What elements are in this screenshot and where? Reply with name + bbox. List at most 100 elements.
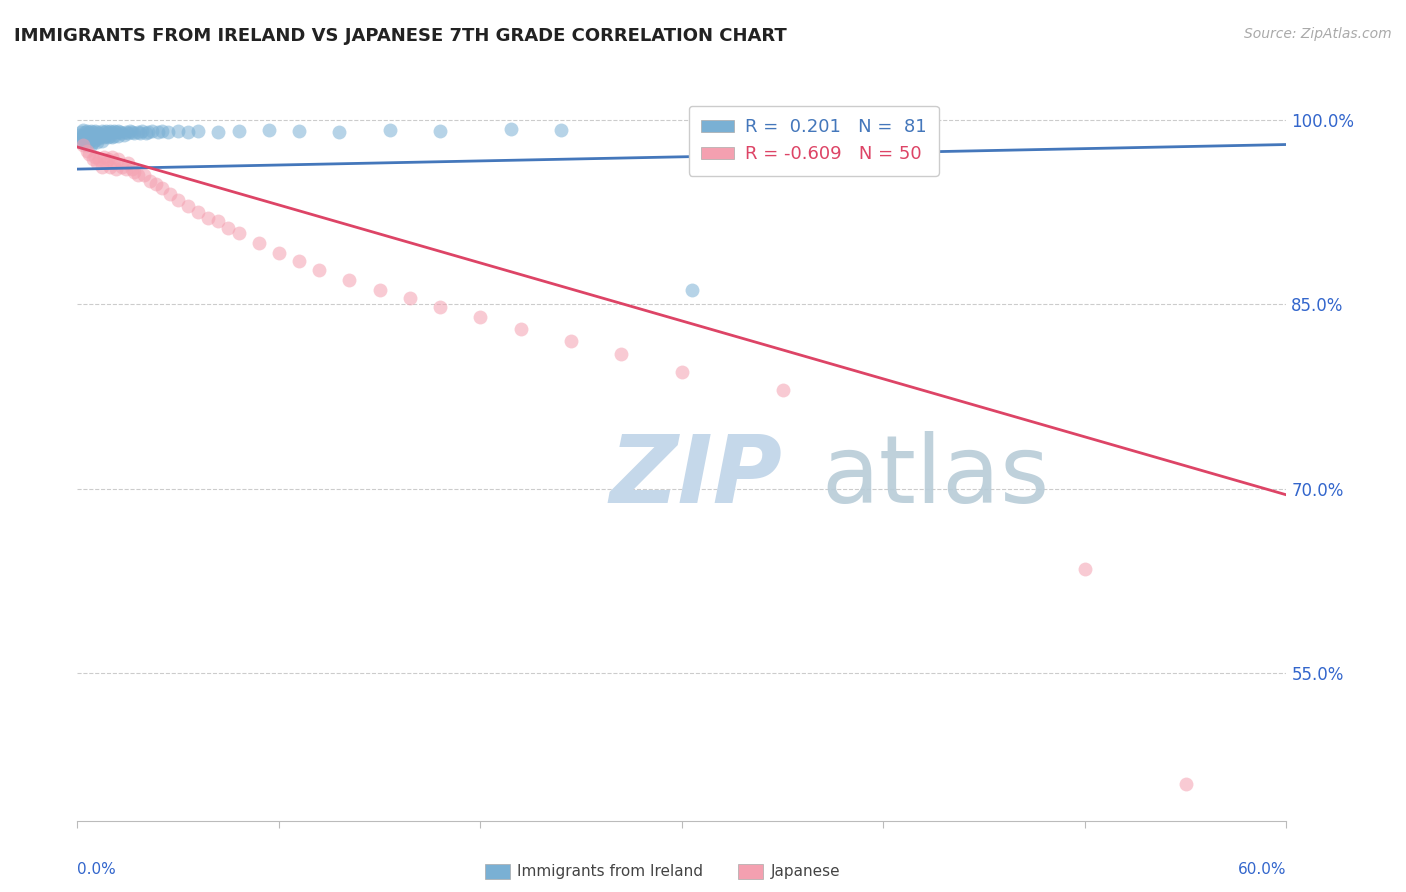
Point: [82, 125, 104, 139]
Point: [560, 334, 582, 349]
Point: [75, 130, 97, 145]
Point: [82, 135, 104, 149]
Point: [1074, 561, 1097, 575]
Point: [107, 153, 129, 167]
Point: [90, 124, 112, 138]
Point: [167, 193, 190, 207]
Point: [70, 131, 93, 145]
Point: [94, 156, 117, 170]
Point: [96, 130, 118, 145]
Point: [79, 147, 101, 161]
Point: [103, 128, 125, 143]
Point: [112, 128, 135, 142]
Point: [470, 310, 492, 324]
Point: [167, 124, 190, 138]
Point: [108, 125, 131, 139]
Point: [86, 130, 108, 145]
Point: [107, 124, 129, 138]
Point: [80, 137, 103, 152]
Point: [671, 365, 693, 379]
Text: 60.0%: 60.0%: [1239, 863, 1286, 877]
Point: [89, 127, 111, 141]
Point: [76, 144, 98, 158]
Point: [136, 125, 159, 139]
Point: [772, 384, 794, 398]
Point: [80, 128, 103, 143]
Point: [127, 168, 149, 182]
Point: [94, 124, 117, 138]
Point: [86, 156, 108, 170]
Point: [111, 160, 134, 174]
Point: [72, 128, 94, 142]
Legend: R =  0.201   N =  81, R = -0.609   N = 50: R = 0.201 N = 81, R = -0.609 N = 50: [689, 105, 939, 176]
Point: [141, 124, 163, 138]
Point: [76, 124, 98, 138]
Point: [80, 124, 103, 138]
Text: atlas: atlas: [821, 431, 1049, 523]
Text: Source: ZipAtlas.com: Source: ZipAtlas.com: [1244, 27, 1392, 41]
Point: [94, 128, 117, 143]
Point: [82, 153, 104, 167]
Point: [146, 125, 169, 139]
Point: [1174, 777, 1197, 791]
Point: [86, 125, 108, 139]
Point: [187, 124, 209, 138]
Point: [100, 130, 122, 145]
Point: [228, 226, 250, 240]
Point: [100, 150, 122, 164]
Point: [207, 125, 229, 139]
Point: [96, 125, 118, 139]
Point: [399, 291, 422, 305]
Point: [98, 128, 121, 143]
Point: [118, 124, 141, 138]
Point: [159, 186, 181, 201]
Point: [187, 205, 209, 219]
Point: [76, 137, 98, 152]
Point: [93, 130, 115, 145]
Point: [93, 125, 115, 139]
Point: [339, 273, 360, 287]
Point: [228, 124, 250, 138]
Point: [104, 162, 127, 177]
Point: [79, 135, 101, 149]
Point: [75, 125, 97, 139]
Point: [610, 346, 633, 360]
Text: Japanese: Japanese: [770, 864, 841, 879]
Point: [84, 124, 107, 138]
Point: [84, 128, 107, 143]
Point: [157, 125, 180, 139]
Point: [550, 122, 572, 136]
Point: [114, 162, 136, 177]
Point: [98, 160, 121, 174]
Point: [98, 124, 121, 138]
Point: [90, 160, 112, 174]
Point: [72, 137, 94, 152]
Point: [76, 128, 98, 143]
Point: [207, 213, 229, 227]
Point: [218, 221, 240, 235]
Point: [267, 245, 290, 260]
Point: [103, 124, 125, 138]
Point: [150, 124, 173, 138]
Point: [132, 168, 155, 182]
Point: [122, 127, 145, 141]
Point: [86, 135, 108, 149]
Point: [128, 127, 150, 141]
Point: [93, 150, 115, 164]
Point: [72, 135, 94, 149]
Point: [72, 122, 94, 136]
Text: 0.0%: 0.0%: [77, 863, 117, 877]
Point: [79, 125, 101, 139]
Text: Immigrants from Ireland: Immigrants from Ireland: [517, 864, 703, 879]
Point: [90, 128, 112, 143]
Point: [70, 125, 93, 139]
Point: [89, 153, 111, 167]
Point: [100, 125, 122, 139]
Point: [80, 133, 103, 147]
Point: [429, 300, 451, 314]
Point: [72, 131, 94, 145]
Point: [247, 235, 270, 250]
Point: [288, 254, 311, 268]
Point: [96, 153, 118, 167]
Point: [681, 283, 703, 297]
